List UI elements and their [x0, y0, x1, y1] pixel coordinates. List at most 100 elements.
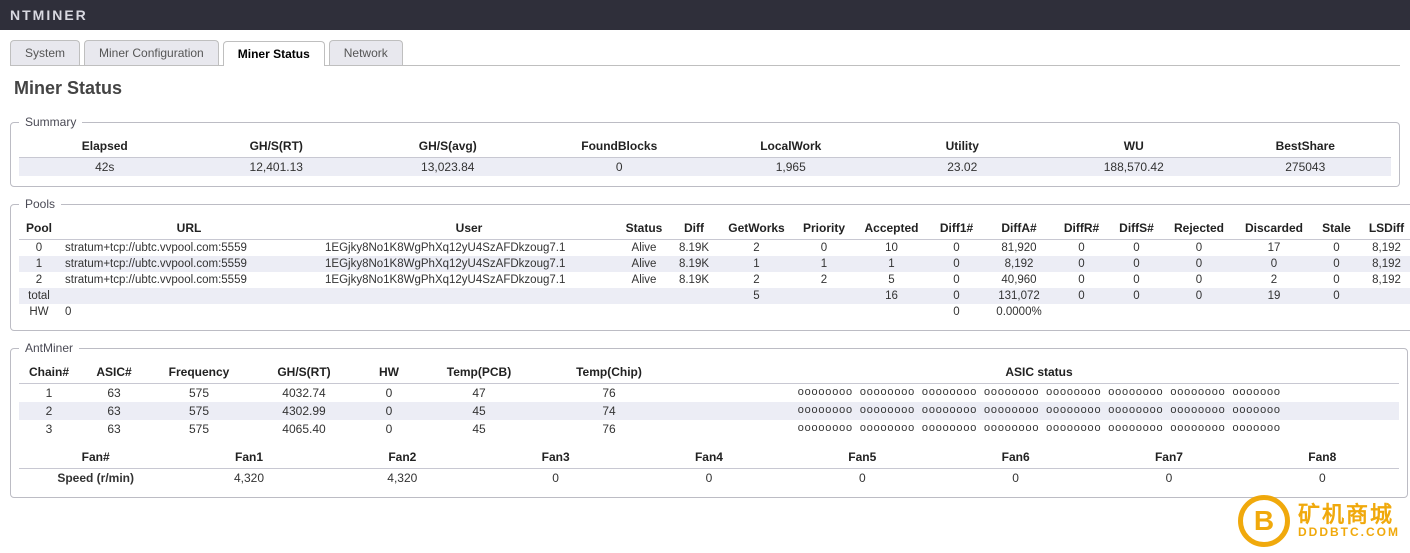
pools-cell: 1EGjky8No1K8WgPhXq12yU4SzAFDkzoug7.1: [319, 256, 619, 272]
pools-cell: 2: [719, 272, 794, 288]
fan-h-fan4: Fan4: [632, 448, 785, 469]
pools-cell: 1: [854, 256, 929, 272]
chain-cell: 3: [19, 420, 79, 438]
fan-cell: 0: [632, 469, 785, 488]
pools-cell: stratum+tcp://ubtc.vvpool.com:5559: [59, 256, 319, 272]
fan-cell: 0: [479, 469, 632, 488]
tab-system[interactable]: System: [10, 40, 80, 65]
chain-cell: 575: [149, 420, 249, 438]
pools-cell: 0.0000%: [984, 304, 1054, 320]
chain-cell: 76: [539, 384, 679, 403]
top-bar: NTMINER: [0, 0, 1410, 30]
tab-miner-configuration[interactable]: Miner Configuration: [84, 40, 219, 65]
pools-cell: 0: [1054, 272, 1109, 288]
pools-cell: 2: [719, 240, 794, 257]
pools-cell: 8,192: [1359, 272, 1410, 288]
chain-cell: 63: [79, 420, 149, 438]
chain-cell: 575: [149, 402, 249, 420]
summary-table: Elapsed GH/S(RT) GH/S(avg) FoundBlocks L…: [19, 137, 1391, 176]
pools-h-accepted: Accepted: [854, 219, 929, 240]
fan-cell: 4,320: [326, 469, 479, 488]
summary-localwork: 1,965: [705, 158, 877, 177]
summary-ghs-rt: 12,401.13: [191, 158, 363, 177]
chain-row-2: 3635754065.4004576oooooooo oooooooo oooo…: [19, 420, 1399, 438]
chain-cell: 2: [19, 402, 79, 420]
pools-h-pool: Pool: [19, 219, 59, 240]
pools-h-url: URL: [59, 219, 319, 240]
pools-cell: 0: [1314, 288, 1359, 304]
fan-h-fan3: Fan3: [479, 448, 632, 469]
chain-cell: 0: [359, 402, 419, 420]
antminer-fieldset: AntMiner Chain#ASIC#FrequencyGH/S(RT)HWT…: [10, 341, 1408, 498]
fan-h-fan-: Fan#: [19, 448, 172, 469]
logo-text: NTMINER: [10, 7, 88, 23]
chain-cell: 63: [79, 384, 149, 403]
pools-cell: 0: [1109, 288, 1164, 304]
fan-h-fan6: Fan6: [939, 448, 1092, 469]
watermark-cn: 矿机商城: [1298, 504, 1400, 526]
fan-cell: 0: [1246, 469, 1399, 488]
pools-cell: 40,960: [984, 272, 1054, 288]
summary-h-localwork: LocalWork: [705, 137, 877, 158]
pools-h-diffs-: DiffS#: [1109, 219, 1164, 240]
pools-cell: 0: [1054, 288, 1109, 304]
pools-cell: 0: [929, 240, 984, 257]
watermark-en: DDDBTC.COM: [1298, 526, 1400, 538]
pools-cell: 19: [1234, 288, 1314, 304]
pools-cell: 0: [1164, 288, 1234, 304]
chain-cell: 0: [359, 384, 419, 403]
pools-cell: 8.19K: [669, 272, 719, 288]
chain-h-chain-: Chain#: [19, 363, 79, 384]
pools-cell: [669, 304, 719, 320]
pools-table: PoolURLUserStatusDiffGetWorksPriorityAcc…: [19, 219, 1410, 320]
pools-cell: Alive: [619, 256, 669, 272]
pools-cell: 1EGjky8No1K8WgPhXq12yU4SzAFDkzoug7.1: [319, 272, 619, 288]
fan-table: Fan#Fan1Fan2Fan3Fan4Fan5Fan6Fan7Fan8 Spe…: [19, 448, 1399, 487]
chain-cell: oooooooo oooooooo oooooooo oooooooo oooo…: [679, 420, 1399, 438]
chain-h-hw: HW: [359, 363, 419, 384]
pools-cell: 131,072: [984, 288, 1054, 304]
pools-cell: 0: [929, 272, 984, 288]
pools-cell: 0: [1234, 256, 1314, 272]
pools-cell: stratum+tcp://ubtc.vvpool.com:5559: [59, 240, 319, 257]
summary-foundblocks: 0: [534, 158, 706, 177]
pools-cell: 0: [794, 240, 854, 257]
pools-cell: 10: [854, 240, 929, 257]
pools-h-diffr-: DiffR#: [1054, 219, 1109, 240]
summary-fieldset: Summary Elapsed GH/S(RT) GH/S(avg) Found…: [10, 115, 1400, 187]
pools-cell: 8.19K: [669, 240, 719, 257]
pools-cell: 2: [19, 272, 59, 288]
summary-ghs-avg: 13,023.84: [362, 158, 534, 177]
watermark: B 矿机商城 DDDBTC.COM: [1238, 495, 1400, 547]
pools-cell: 0: [1314, 256, 1359, 272]
pools-cell: 0: [1109, 256, 1164, 272]
pools-cell: [794, 288, 854, 304]
pools-cell: 0: [19, 240, 59, 257]
summary-h-ghs-rt: GH/S(RT): [191, 137, 363, 158]
chain-cell: 74: [539, 402, 679, 420]
tab-network[interactable]: Network: [329, 40, 403, 65]
chain-cell: 4302.99: [249, 402, 359, 420]
summary-row: 42s 12,401.13 13,023.84 0 1,965 23.02 18…: [19, 158, 1391, 177]
pools-cell: [59, 288, 319, 304]
fan-h-fan5: Fan5: [786, 448, 939, 469]
pools-cell: 8,192: [984, 256, 1054, 272]
coin-icon: B: [1238, 495, 1290, 547]
chain-cell: 1: [19, 384, 79, 403]
pools-cell: total: [19, 288, 59, 304]
chain-cell: 4032.74: [249, 384, 359, 403]
pools-h-stale: Stale: [1314, 219, 1359, 240]
fan-cell: Speed (r/min): [19, 469, 172, 488]
summary-h-bestshare: BestShare: [1220, 137, 1392, 158]
pools-cell: 0: [1109, 240, 1164, 257]
pools-cell: 0: [1164, 240, 1234, 257]
pools-cell: [854, 304, 929, 320]
pools-cell: HW: [19, 304, 59, 320]
pools-cell: 2: [794, 272, 854, 288]
tab-miner-status[interactable]: Miner Status: [223, 41, 325, 66]
summary-h-utility: Utility: [877, 137, 1049, 158]
pools-h-discarded: Discarded: [1234, 219, 1314, 240]
pools-cell: 0: [1054, 256, 1109, 272]
pools-cell: [669, 288, 719, 304]
pools-row-hw: HW000.0000%: [19, 304, 1410, 320]
